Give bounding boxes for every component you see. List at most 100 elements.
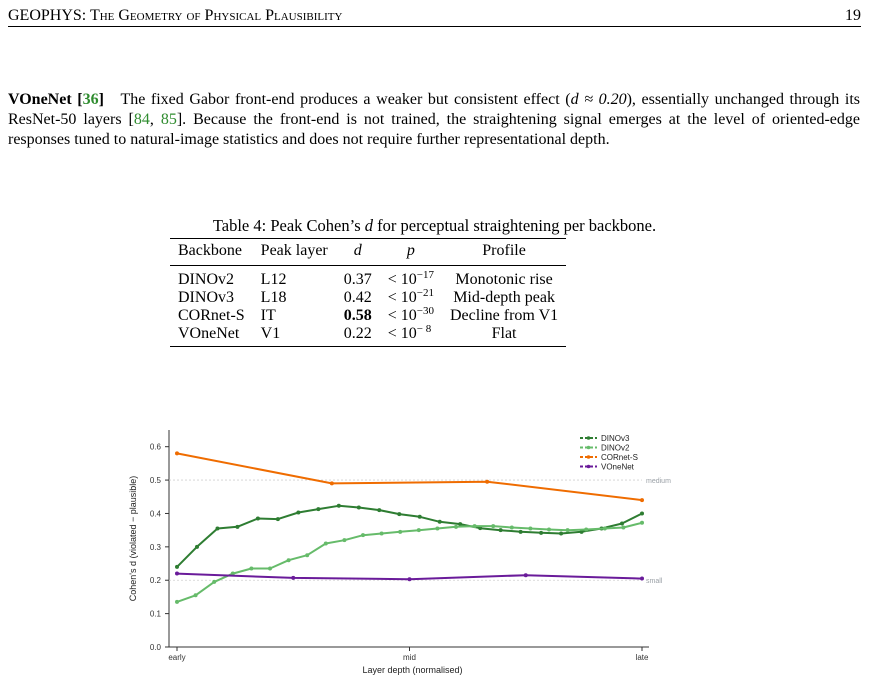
y-tick-label: 0.6 [150,443,162,452]
legend-marker [586,455,591,459]
running-title: GEOPHYS: The Geometry of Physical Plausi… [8,7,343,24]
results-table: Backbone Peak layer d p Profile DINOv2 L… [170,238,567,347]
table-row: DINOv3 L18 0.42 < 10−21 Mid-depth peak [178,287,555,307]
data-point [377,508,382,513]
data-point [194,544,199,549]
data-point [397,512,402,517]
x-tick-label: late [636,653,649,662]
data-point [559,531,564,536]
paragraph-text: ), essentially unchanged through its Res… [8,91,861,128]
y-axis-label: Cohen's d (violated − plausible) [128,476,138,602]
data-point [454,524,458,529]
data-point [268,566,272,571]
page-header: GEOPHYS: The Geometry of Physical Plausi… [8,4,861,27]
data-point [539,530,544,535]
data-point [212,579,217,584]
layer-depth-chart: 0.0 0.1 0.2 0.3 0.4 0.5 0.6 early mid late Layer d… [128,430,671,675]
data-point [296,510,301,515]
data-point [491,524,496,529]
data-point [485,479,490,484]
data-point [472,524,477,529]
data-point [417,514,422,519]
data-point [437,519,442,524]
data-point [602,526,607,531]
x-tick-label: mid [403,653,416,662]
y-tick-label: 0.0 [150,643,162,652]
data-point [316,507,321,512]
data-point [523,573,528,578]
column-header: p [406,242,415,259]
data-point [518,529,523,534]
data-point [230,571,235,576]
data-point [435,526,440,531]
data-point [579,529,584,534]
column-header: Backbone [178,242,242,259]
data-point [356,505,361,510]
data-point [547,527,551,532]
y-tick-label: 0.1 [150,610,162,619]
series-line-cornet-s [176,452,643,502]
paragraph-text: The fixed Gabor front-end produces a wea… [120,91,571,108]
data-point [620,521,625,526]
data-point [640,520,644,525]
data-point [498,528,503,533]
citation-link[interactable]: 36 [82,91,99,108]
y-tick-label: 0.5 [150,476,162,485]
legend-marker [586,464,591,469]
data-point [336,503,341,508]
data-point [235,524,240,529]
data-point [407,577,412,582]
data-point [249,566,254,571]
x-tick-label: early [168,653,185,662]
legend-label: DINOv2 [601,444,630,453]
legend-marker [586,436,591,440]
data-point [305,553,310,558]
series-line-dinov2 [176,521,643,603]
citation-link[interactable]: 85 [160,111,177,128]
data-point [255,516,260,521]
data-point [528,526,533,531]
legend-marker [586,445,591,450]
data-point [379,531,384,536]
legend-label: CORnet-S [601,453,638,462]
data-point [215,526,220,531]
table-row: VOneNet V1 0.22 < 10− 8 Flat [170,324,567,347]
data-point [621,525,626,530]
data-point [193,593,198,598]
table-header-row: Backbone Peak layer d p Profile [170,238,567,266]
data-point [361,533,365,538]
data-point [458,522,463,527]
table-row: DINOv2 L12 0.37 < 10−17 Monotonic rise [178,269,553,289]
paragraph-lead: VOneNet [8,91,72,108]
column-header: Peak layer [260,242,328,259]
legend-label: VOneNet [601,463,635,472]
x-axis-label: Layer depth (normalised) [362,665,462,675]
table-caption: Table 4: Peak Cohen’s d for perceptual s… [212,216,657,235]
table-row: CORnet-S IT 0.58 < 10−30 Decline from V1 [178,305,559,325]
column-header: Profile [482,242,526,259]
data-point [291,575,296,580]
data-point [584,527,589,532]
legend-label: DINOv3 [601,434,630,443]
y-tick-label: 0.4 [150,509,162,518]
data-point [478,526,483,531]
paragraph-text: ]. Because the front-end is not trained,… [8,111,861,148]
data-point [565,528,570,533]
data-point [509,525,514,530]
citation-link[interactable]: 84 [133,111,150,128]
page-number: 19 [845,7,861,24]
data-point [416,528,421,533]
y-tick-label: 0.2 [150,576,162,585]
reference-line-label: small [646,578,663,585]
data-point [175,599,179,604]
data-point [329,481,334,486]
data-point [640,576,644,581]
data-point [342,538,347,543]
reference-line-label: medium [646,478,671,485]
y-tick-label: 0.3 [150,543,162,552]
column-header: d [353,242,362,259]
series-line-dinov3 [176,504,643,568]
data-point [175,451,179,456]
data-point [286,558,291,563]
data-point [640,511,644,516]
